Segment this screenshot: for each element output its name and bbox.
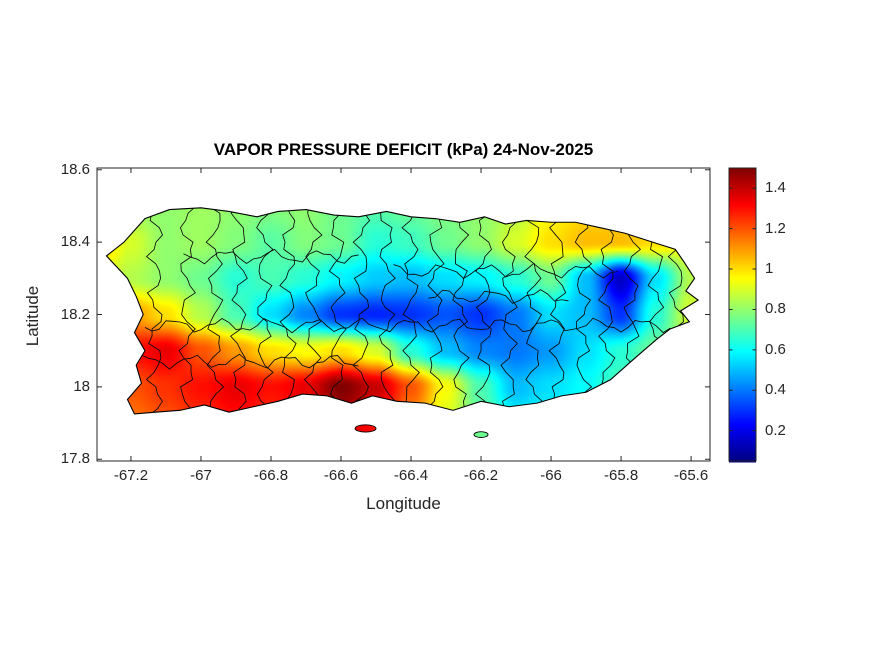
colorbar-tick-label: 0.8 <box>765 300 786 318</box>
x-tick-label: -67.2 <box>113 467 149 484</box>
colorbar-tick-label: 1.2 <box>765 219 786 237</box>
x-tick-label: -66 <box>540 467 562 484</box>
x-tick-label: -65.8 <box>603 467 639 484</box>
colorbar-tick-label: 0.4 <box>765 381 786 399</box>
y-tick-label: 18.6 <box>60 160 90 178</box>
x-tick-label: -66.6 <box>323 467 359 484</box>
chart-title: VAPOR PRESSURE DEFICIT (kPa) 24-Nov-2025 <box>213 140 594 159</box>
y-tick-label: 18.2 <box>60 305 90 323</box>
y-tick-label: 17.8 <box>60 450 90 468</box>
x-tick-label: -66.8 <box>253 467 289 484</box>
x-tick-label: -65.6 <box>673 467 709 484</box>
x-tick-label: -66.2 <box>463 467 499 484</box>
colorbar-tick-label: 1.4 <box>765 179 786 197</box>
y-tick-label: 18.4 <box>60 233 90 251</box>
y-tick-label: 18 <box>73 377 90 395</box>
colorbar-tick-label: 0.2 <box>765 421 786 439</box>
x-axis-label: Longitude <box>366 494 441 513</box>
x-tick-label: -66.4 <box>393 467 429 484</box>
x-tick-label: -67 <box>190 467 212 484</box>
colorbar-tick-label: 0.6 <box>765 340 786 358</box>
colorbar-tick-label: 1 <box>765 260 774 278</box>
